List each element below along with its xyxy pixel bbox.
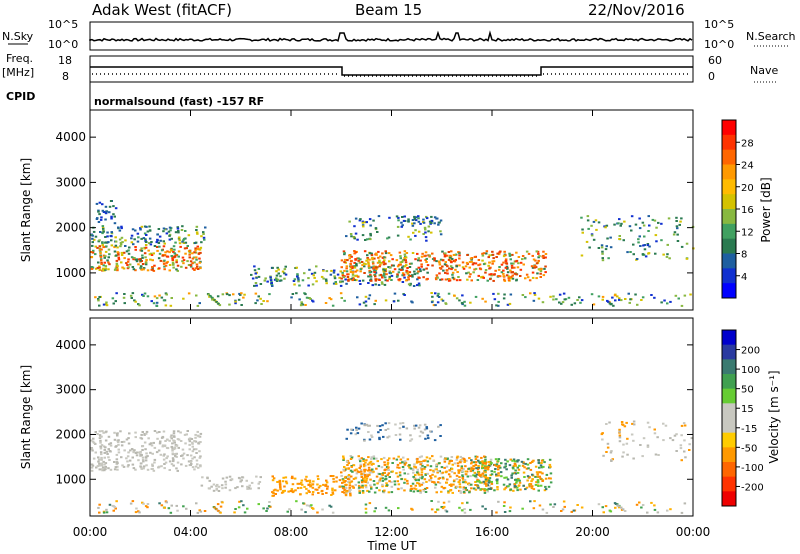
- colorbar-tick: 4: [741, 272, 747, 283]
- colorbar-swatch: [722, 462, 736, 478]
- colorbar-swatch: [722, 330, 736, 346]
- colorbar-tick: 100: [741, 365, 760, 376]
- ytick-label: 2000: [55, 221, 86, 235]
- nsky-tick-bottom: 10^0: [48, 38, 78, 51]
- colorbar-swatch: [722, 374, 736, 390]
- freq-strip: Freq. [MHz] 18 8 60 0 Nave: [2, 52, 778, 83]
- colorbar-swatch: [722, 268, 736, 284]
- colorbar-swatch: [722, 344, 736, 360]
- colorbar-swatch: [722, 223, 736, 240]
- nsearch-tick-bottom: 10^0: [704, 38, 734, 51]
- radar-title: Adak West (fitACF): [92, 1, 232, 19]
- freq-tick-top: 18: [58, 54, 72, 67]
- colorbar-tick: 15: [741, 404, 754, 415]
- ytick-label: 3000: [55, 175, 86, 189]
- colorbar-swatch: [722, 253, 736, 269]
- date-title: 22/Nov/2016: [588, 1, 685, 19]
- colorbar-swatch: [722, 134, 736, 151]
- nsearch-tick-top: 10^5: [704, 18, 734, 31]
- beam-title: Beam 15: [355, 1, 422, 19]
- nave-label: Nave: [750, 64, 778, 77]
- noise-strip: N.Sky 10^5 10^0 10^5 10^0 N.Search: [2, 18, 796, 51]
- colorbar-swatch: [722, 179, 736, 195]
- colorbar-swatch: [722, 238, 736, 254]
- freq-label-1: Freq.: [6, 52, 33, 65]
- colorbar-swatch: [722, 283, 736, 299]
- colorbar-swatch: [722, 476, 736, 492]
- colorbar-swatch: [722, 194, 736, 210]
- colorbar-swatch: [722, 149, 736, 165]
- colorbar-swatch: [722, 120, 736, 136]
- colorbar-swatch: [722, 403, 736, 419]
- colorbar-tick: -200: [741, 482, 764, 493]
- colorbar-swatch: [722, 359, 736, 375]
- colorbar-tick: -50: [741, 443, 757, 454]
- power-yaxis: 1000 2000 3000 4000: [55, 130, 693, 280]
- xtick-label: 12:00: [374, 525, 409, 539]
- colorbar-tick: -100: [741, 463, 764, 474]
- ytick-label: 1000: [55, 472, 86, 486]
- velocity-data-cloud: [90, 420, 694, 514]
- velocity-ylabel: Slant Range [km]: [19, 365, 33, 469]
- cpid-label: CPID: [6, 90, 35, 103]
- colorbar-swatch: [722, 388, 736, 404]
- time-axis: 00:00 04:00 08:00 12:00 16:00 20:00 00:00: [73, 110, 711, 539]
- colorbar-tick: 50: [741, 385, 754, 396]
- velocity-yaxis: 1000 2000 3000 4000: [55, 338, 693, 486]
- colorbar-tick: 20: [741, 183, 754, 194]
- colorbar-tick: 24: [741, 161, 754, 172]
- colorbar-swatch: [722, 209, 736, 225]
- ytick-label: 1000: [55, 266, 86, 280]
- cpid-text: normalsound (fast) -157 RF: [94, 95, 264, 108]
- colorbar-tick: 200: [741, 346, 760, 357]
- ytick-label: 4000: [55, 338, 86, 352]
- colorbar-swatch: [722, 164, 736, 180]
- xtick-label: 04:00: [173, 525, 208, 539]
- nsearch-label: N.Search: [746, 30, 796, 43]
- freq-label-2: [MHz]: [2, 66, 34, 79]
- nave-tick-top: 60: [708, 54, 722, 67]
- colorbar-tick: -15: [741, 424, 757, 435]
- noise-trace: [89, 30, 693, 42]
- colorbar-tick: 28: [741, 138, 754, 149]
- xtick-label: 08:00: [274, 525, 309, 539]
- power-ylabel: Slant Range [km]: [19, 158, 33, 262]
- colorbar-tick: 16: [741, 205, 754, 216]
- ytick-label: 3000: [55, 383, 86, 397]
- power-data-cloud: [90, 200, 695, 307]
- xtick-label: 00:00: [73, 525, 108, 539]
- colorbar-tick: 8: [741, 250, 747, 261]
- xtick-label: 20:00: [575, 525, 610, 539]
- freq-tick-bottom: 8: [62, 70, 69, 83]
- velocity-colorbar: 200 100 50 15 -15 -50 -100 -200: [721, 329, 764, 507]
- nsky-tick-top: 10^5: [48, 18, 78, 31]
- power-colorbar: 28 24 20 16 12 8 4: [721, 119, 754, 299]
- colorbar-tick: 12: [741, 227, 754, 238]
- power-panel: 1000 2000 3000 4000 Slant Range [km] 28 24 20…: [19, 109, 773, 311]
- ytick-label: 4000: [55, 130, 86, 144]
- nave-tick-bottom: 0: [708, 70, 715, 83]
- colorbar-swatch: [722, 418, 736, 434]
- power-cbar-label: Power [dB]: [759, 177, 773, 242]
- colorbar-swatch: [722, 447, 736, 463]
- xlabel: Time UT: [366, 539, 417, 553]
- velocity-cbar-label: Velocity [m s⁻¹]: [767, 370, 781, 463]
- ytick-label: 2000: [55, 427, 86, 441]
- xtick-label: 16:00: [475, 525, 510, 539]
- xtick-label: 00:00: [676, 525, 711, 539]
- velocity-panel: 1000 2000 3000 4000 Slant Range [km] 200 100…: [19, 317, 781, 517]
- nsky-label: N.Sky: [2, 30, 34, 43]
- colorbar-swatch: [722, 491, 736, 507]
- colorbar-swatch: [722, 432, 736, 448]
